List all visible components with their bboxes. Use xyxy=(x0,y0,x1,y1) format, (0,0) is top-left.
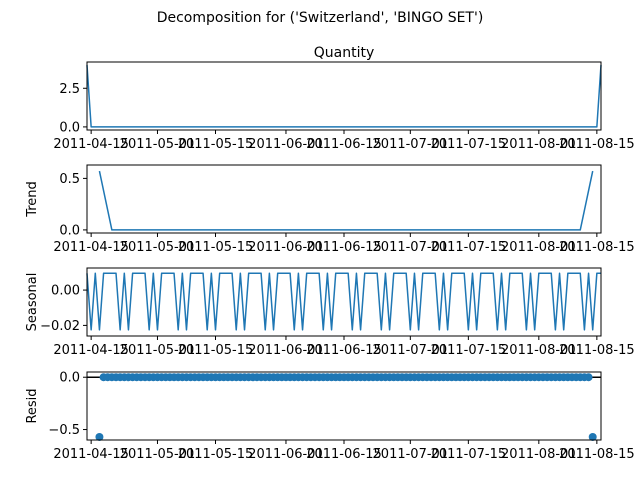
resid-panel: 0.0−0.52011-04-152011-05-012011-05-15201… xyxy=(25,371,635,462)
y-tick-label: 0.0 xyxy=(59,371,80,386)
resid-point xyxy=(588,432,597,441)
x-tick-label: 2011-05-01 xyxy=(120,240,196,255)
x-tick-label: 2011-05-01 xyxy=(120,137,196,152)
resid-axes-frame xyxy=(86,371,602,441)
x-tick-label: 2011-04-15 xyxy=(53,447,129,462)
seasonal-line xyxy=(86,272,601,331)
x-tick-label: 2011-07-01 xyxy=(373,343,449,358)
observed-line xyxy=(86,65,602,128)
x-tick-label: 2011-04-15 xyxy=(53,137,129,152)
x-tick-label: 2011-05-15 xyxy=(178,447,254,462)
x-tick-label: 2011-07-15 xyxy=(431,240,507,255)
x-tick-label: 2011-07-01 xyxy=(373,240,449,255)
x-tick-label: 2011-07-15 xyxy=(431,447,507,462)
x-tick-label: 2011-08-15 xyxy=(559,240,635,255)
x-tick-label: 2011-06-15 xyxy=(306,343,382,358)
x-tick-label: 2011-08-15 xyxy=(559,447,635,462)
y-tick-label: 0.00 xyxy=(51,284,80,299)
seasonal-ylabel: Seasonal xyxy=(25,273,40,332)
y-tick-label: −0.02 xyxy=(40,319,80,334)
x-tick-label: 2011-05-15 xyxy=(178,343,254,358)
x-tick-label: 2011-05-01 xyxy=(120,343,196,358)
x-tick-label: 2011-08-01 xyxy=(501,343,577,358)
x-tick-label: 2011-04-15 xyxy=(53,343,129,358)
trend-ylabel: Trend xyxy=(25,181,40,218)
x-tick-label: 2011-07-01 xyxy=(373,447,449,462)
y-tick-label: 2.5 xyxy=(59,82,80,97)
resid-ylabel: Resid xyxy=(25,388,40,423)
x-tick-label: 2011-05-15 xyxy=(178,137,254,152)
x-tick-label: 2011-08-01 xyxy=(501,447,577,462)
x-tick-label: 2011-06-15 xyxy=(306,137,382,152)
x-tick-label: 2011-06-01 xyxy=(248,137,324,152)
x-tick-label: 2011-06-01 xyxy=(248,343,324,358)
x-tick-label: 2011-07-01 xyxy=(373,137,449,152)
seasonal-panel: 0.00−0.022011-04-152011-05-012011-05-152… xyxy=(25,267,635,358)
y-tick-label: −0.5 xyxy=(48,423,80,438)
resid-point xyxy=(584,373,593,382)
x-tick-label: 2011-08-01 xyxy=(501,137,577,152)
x-tick-label: 2011-06-01 xyxy=(248,447,324,462)
x-tick-label: 2011-06-15 xyxy=(306,240,382,255)
x-tick-label: 2011-06-15 xyxy=(306,447,382,462)
trend-line xyxy=(98,170,594,231)
trend-panel: 0.00.52011-04-152011-05-012011-05-152011… xyxy=(25,164,635,255)
x-tick-label: 2011-04-15 xyxy=(53,240,129,255)
x-tick-label: 2011-07-15 xyxy=(431,343,507,358)
observed-axes-frame xyxy=(86,61,602,131)
x-tick-label: 2011-08-01 xyxy=(501,240,577,255)
x-tick-label: 2011-06-01 xyxy=(248,240,324,255)
y-tick-label: 0.0 xyxy=(59,223,80,238)
figure-suptitle: Decomposition for ('Switzerland', 'BINGO… xyxy=(157,10,484,26)
y-tick-label: 0.0 xyxy=(59,120,80,135)
trend-axes-frame xyxy=(86,164,602,234)
x-tick-label: 2011-05-15 xyxy=(178,240,254,255)
y-tick-label: 0.5 xyxy=(59,172,80,187)
x-tick-label: 2011-08-15 xyxy=(559,343,635,358)
x-tick-label: 2011-08-15 xyxy=(559,137,635,152)
resid-point xyxy=(95,432,104,441)
x-tick-label: 2011-07-15 xyxy=(431,137,507,152)
x-tick-label: 2011-05-01 xyxy=(120,447,196,462)
observed-panel: 0.02.52011-04-152011-05-012011-05-152011… xyxy=(53,61,635,152)
panel-title-quantity: Quantity xyxy=(314,45,375,61)
